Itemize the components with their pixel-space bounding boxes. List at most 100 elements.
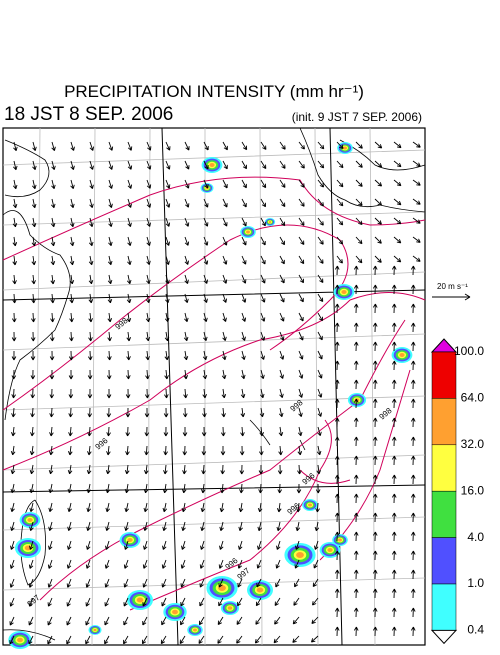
wind-arrow xyxy=(391,455,397,466)
wind-arrow xyxy=(334,569,340,580)
wind-arrow xyxy=(372,607,378,618)
wind-arrow xyxy=(241,369,246,380)
wind-arrow xyxy=(104,597,110,607)
wind-arrow xyxy=(88,236,94,247)
wind-arrow xyxy=(50,274,56,285)
wind-arrow xyxy=(165,141,171,151)
wind-arrow xyxy=(355,217,363,226)
wind-arrow xyxy=(32,160,37,171)
wind-arrow xyxy=(30,350,36,361)
wind-arrow xyxy=(104,559,110,569)
wind-arrow xyxy=(391,607,397,618)
wind-arrow xyxy=(393,141,402,149)
wind-arrow xyxy=(105,464,111,475)
wind-arrow xyxy=(107,350,112,361)
wind-arrow xyxy=(68,407,73,418)
wind-arrow xyxy=(353,265,359,276)
wind-arrow xyxy=(334,284,340,295)
wind-arrow xyxy=(372,303,378,314)
wind-arrow xyxy=(260,255,266,265)
wind-arrow xyxy=(203,274,209,284)
wind-arrow xyxy=(353,379,359,390)
wind-arrow xyxy=(165,198,171,208)
wind-arrow xyxy=(336,255,343,264)
wind-arrow xyxy=(124,483,130,494)
wind-arrow xyxy=(182,464,187,475)
wind-arrow xyxy=(10,445,16,456)
wind-arrow xyxy=(165,179,171,189)
wind-arrow xyxy=(161,559,167,569)
wind-arrow xyxy=(203,160,209,170)
isobars xyxy=(2,176,426,611)
wind-arrow xyxy=(12,293,17,304)
wind-arrow xyxy=(260,179,267,189)
wind-arrow xyxy=(31,274,36,285)
wind-arrow xyxy=(49,331,55,342)
wind-arrow xyxy=(374,179,383,187)
wind-arrow xyxy=(182,407,188,418)
wind-arrow xyxy=(32,141,37,152)
wind-arrow xyxy=(127,198,132,208)
wind-arrow xyxy=(240,426,245,437)
wind-arrow xyxy=(68,388,74,399)
wind-arrow xyxy=(87,369,93,380)
wind-arrow xyxy=(298,255,305,265)
wind-arrow xyxy=(298,160,305,169)
wind-arrow xyxy=(355,141,363,149)
wind-arrow xyxy=(279,236,285,246)
precip-cell xyxy=(27,518,33,522)
wind-arrow xyxy=(353,341,359,352)
wind-arrow xyxy=(298,236,305,245)
wind-arrow xyxy=(67,445,73,456)
wind-arrow xyxy=(336,198,344,207)
wind-arrow xyxy=(355,198,363,206)
wind-arrow xyxy=(30,407,35,418)
wind-arrow xyxy=(220,445,226,456)
wind-arrow xyxy=(278,445,283,456)
wind-arrow xyxy=(163,426,169,437)
wind-arrow xyxy=(410,474,416,485)
wind-arrow xyxy=(258,464,264,475)
wind-arrow xyxy=(85,616,91,626)
precip-cell xyxy=(296,552,304,558)
wind-arrow xyxy=(295,540,300,550)
wind-arrow xyxy=(391,379,397,390)
wind-arrow xyxy=(144,388,150,399)
wind-arrow xyxy=(50,198,56,209)
wind-arrow xyxy=(181,502,187,513)
wind-arrow xyxy=(9,616,15,626)
wind-arrow xyxy=(372,588,378,599)
wind-arrow xyxy=(105,502,110,513)
wind-arrow xyxy=(125,426,131,437)
wind-arrow xyxy=(274,597,281,606)
wind-arrow xyxy=(164,312,170,323)
wind-arrow xyxy=(260,236,266,246)
wind-arrow xyxy=(317,388,323,398)
colorbar-label: 32.0 xyxy=(461,437,485,451)
wind-arrow xyxy=(87,388,93,399)
wind-arrow xyxy=(145,369,150,380)
wind-arrow xyxy=(162,521,167,532)
wind-arrow xyxy=(28,578,34,588)
wind-arrow xyxy=(259,407,265,418)
colorbar-label: 16.0 xyxy=(461,483,485,497)
wind-arrow xyxy=(125,445,130,456)
wind-arrow xyxy=(184,274,189,284)
wind-arrow xyxy=(279,350,285,360)
wind-arrow xyxy=(410,626,416,637)
wind-arrow xyxy=(391,322,397,333)
wind-arrow xyxy=(105,521,110,531)
wind-arrow xyxy=(353,398,359,409)
wind-arrow xyxy=(146,255,151,266)
wind-arrow xyxy=(217,616,224,626)
wind-arrow xyxy=(88,293,94,304)
wind-arrow xyxy=(372,322,378,333)
wind-arrow xyxy=(279,331,285,341)
wind-arrow xyxy=(199,597,205,607)
wind-arrow xyxy=(334,550,340,561)
wind-arrow xyxy=(374,217,382,225)
precip-cell xyxy=(136,597,144,603)
wind-arrow xyxy=(410,265,416,276)
wind-arrow xyxy=(47,597,53,607)
precip-cell xyxy=(256,587,264,593)
